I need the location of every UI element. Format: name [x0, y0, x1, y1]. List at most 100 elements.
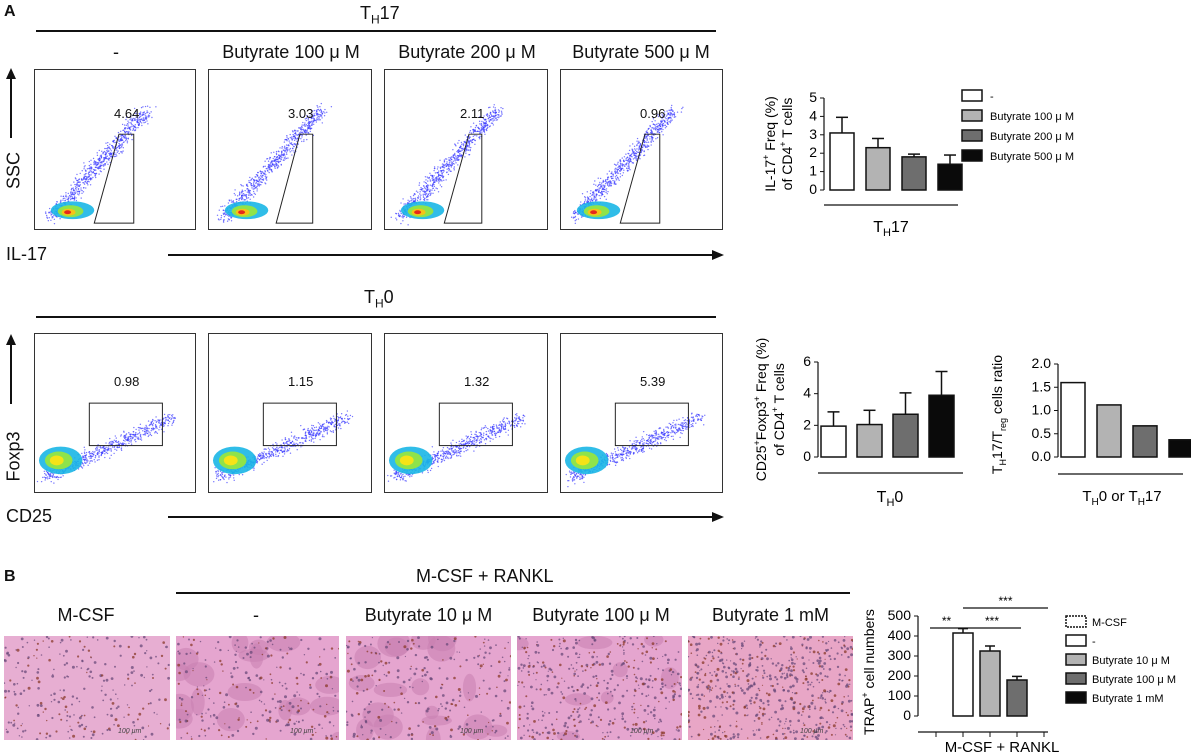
y-axis-label-2: of CD4+ T cells: [770, 363, 787, 456]
cell-nucleus: [753, 681, 756, 684]
cell-nucleus: [568, 667, 571, 670]
cell-nucleus: [540, 665, 543, 668]
cell-nucleus: [50, 694, 53, 696]
cell-nucleus: [371, 674, 374, 677]
cell-nucleus: [309, 737, 313, 740]
cell-nucleus: [843, 650, 847, 654]
cell-nucleus: [729, 737, 733, 740]
cell-nucleus: [311, 733, 314, 737]
cell-nucleus: [637, 717, 639, 719]
cell-nucleus: [475, 694, 478, 698]
cell-nucleus: [249, 688, 252, 692]
cell-nucleus: [578, 714, 581, 717]
cell-nucleus: [623, 636, 626, 638]
cell-nucleus: [725, 675, 728, 679]
cell-nucleus: [760, 658, 762, 661]
micrograph-background: [517, 636, 682, 740]
cell-nucleus: [655, 648, 658, 651]
cell-nucleus: [819, 697, 822, 699]
cell-nucleus: [518, 717, 521, 721]
cell-nucleus: [818, 665, 822, 668]
cell-nucleus: [237, 718, 240, 721]
cell-nucleus: [45, 732, 49, 735]
cell-nucleus: [759, 737, 762, 739]
cell-nucleus: [711, 687, 714, 689]
cell-nucleus: [60, 718, 63, 721]
cell-nucleus: [719, 687, 722, 690]
cell-nucleus: [791, 684, 795, 688]
cell-nucleus: [711, 655, 714, 658]
cell-nucleus: [258, 642, 260, 644]
cell-nucleus: [293, 694, 297, 698]
cell-nucleus: [149, 656, 153, 660]
cell-nucleus: [13, 719, 16, 722]
cell-nucleus: [734, 640, 736, 643]
cell-nucleus: [219, 691, 222, 695]
osteoclast-cell: [373, 682, 408, 697]
cell-nucleus: [68, 715, 72, 718]
cell-nucleus: [748, 657, 752, 661]
cell-nucleus: [177, 682, 180, 685]
cell-nucleus: [217, 641, 220, 644]
cell-nucleus: [422, 721, 424, 723]
cell-nucleus: [649, 674, 652, 677]
cell-nucleus: [721, 714, 723, 716]
cell-nucleus: [583, 692, 586, 695]
cell-nucleus: [700, 693, 704, 697]
cell-nucleus: [634, 722, 638, 726]
cell-nucleus: [46, 719, 48, 722]
cell-nucleus: [432, 734, 434, 736]
cell-nucleus: [846, 727, 848, 729]
cell-nucleus: [577, 708, 580, 711]
cell-nucleus: [71, 695, 75, 698]
cell-nucleus: [819, 672, 822, 675]
cell-nucleus: [766, 675, 768, 678]
cell-nucleus: [130, 636, 134, 638]
cell-nucleus: [660, 734, 663, 737]
cell-nucleus: [620, 665, 622, 667]
cell-nucleus: [220, 734, 223, 737]
cell-nucleus: [562, 639, 566, 643]
cell-nucleus: [234, 660, 238, 664]
cell-nucleus: [559, 701, 562, 704]
cell-nucleus: [724, 695, 727, 697]
cell-nucleus: [562, 696, 566, 700]
cell-nucleus: [133, 724, 136, 727]
cell-nucleus: [560, 691, 563, 693]
cell-nucleus: [732, 733, 735, 736]
cell-nucleus: [668, 701, 670, 703]
cell-nucleus: [410, 677, 412, 679]
cell-nucleus: [492, 725, 494, 728]
cell-nucleus: [820, 665, 824, 668]
cell-nucleus: [368, 710, 371, 713]
cell-nucleus: [196, 686, 198, 688]
cell-nucleus: [640, 642, 643, 646]
cell-nucleus: [180, 704, 183, 707]
cell-nucleus: [541, 731, 544, 734]
cell-nucleus: [819, 709, 821, 711]
cell-nucleus: [720, 693, 724, 697]
cell-nucleus: [841, 679, 843, 682]
cell-nucleus: [534, 650, 538, 654]
cell-nucleus: [435, 727, 439, 731]
cell-nucleus: [572, 667, 575, 670]
cell-nucleus: [562, 734, 565, 737]
cell-nucleus: [801, 643, 804, 646]
cell-nucleus: [703, 716, 707, 719]
cell-nucleus: [611, 695, 614, 697]
cell-nucleus: [222, 706, 226, 709]
cell-nucleus: [143, 676, 145, 679]
cell-nucleus: [16, 682, 19, 685]
cell-nucleus: [688, 688, 691, 691]
cell-nucleus: [149, 702, 152, 705]
cell-nucleus: [370, 732, 372, 734]
cell-nucleus: [613, 688, 616, 691]
cell-nucleus: [806, 681, 810, 684]
osteoclast-cell: [462, 673, 477, 702]
cell-nucleus: [670, 674, 673, 676]
cell-nucleus: [331, 676, 333, 678]
cell-nucleus: [772, 733, 775, 736]
cell-nucleus: [553, 645, 556, 648]
y-tick-label: 2: [803, 416, 811, 432]
cell-nucleus: [747, 737, 749, 739]
